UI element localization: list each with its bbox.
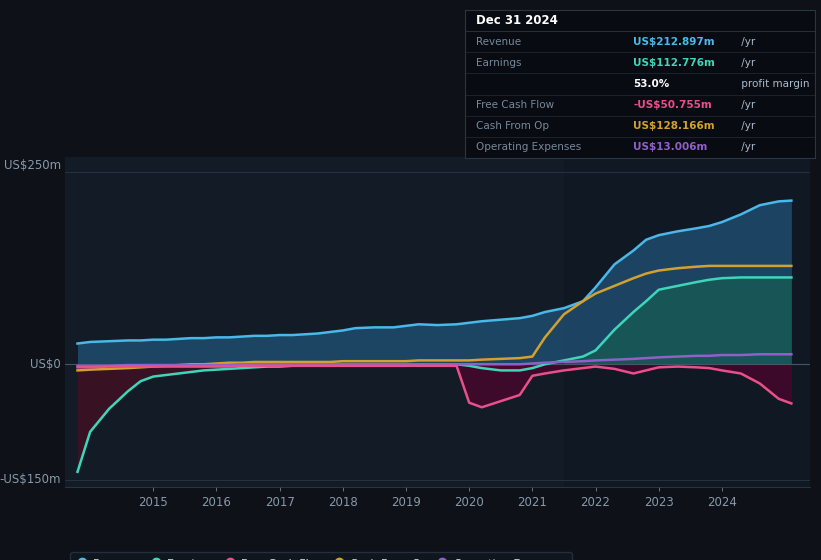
Text: Free Cash Flow: Free Cash Flow <box>475 100 553 110</box>
Legend: Revenue, Earnings, Free Cash Flow, Cash From Op, Operating Expenses: Revenue, Earnings, Free Cash Flow, Cash … <box>71 552 571 560</box>
Text: /yr: /yr <box>738 100 755 110</box>
Text: US$128.166m: US$128.166m <box>633 122 714 131</box>
Text: Revenue: Revenue <box>475 37 521 46</box>
Text: US$0: US$0 <box>30 358 61 371</box>
Text: US$250m: US$250m <box>3 159 61 172</box>
Text: Operating Expenses: Operating Expenses <box>475 142 580 152</box>
Text: US$112.776m: US$112.776m <box>633 58 715 68</box>
Text: Earnings: Earnings <box>475 58 521 68</box>
Text: /yr: /yr <box>738 142 755 152</box>
Text: /yr: /yr <box>738 37 755 46</box>
Text: profit margin: profit margin <box>738 79 810 89</box>
Text: /yr: /yr <box>738 122 755 131</box>
Text: -US$150m: -US$150m <box>0 473 61 486</box>
Text: Cash From Op: Cash From Op <box>475 122 548 131</box>
Text: 53.0%: 53.0% <box>633 79 669 89</box>
Text: -US$50.755m: -US$50.755m <box>633 100 712 110</box>
Text: Dec 31 2024: Dec 31 2024 <box>475 14 557 27</box>
Text: /yr: /yr <box>738 58 755 68</box>
Text: US$212.897m: US$212.897m <box>633 37 714 46</box>
Text: US$13.006m: US$13.006m <box>633 142 708 152</box>
Bar <box>564 157 810 487</box>
